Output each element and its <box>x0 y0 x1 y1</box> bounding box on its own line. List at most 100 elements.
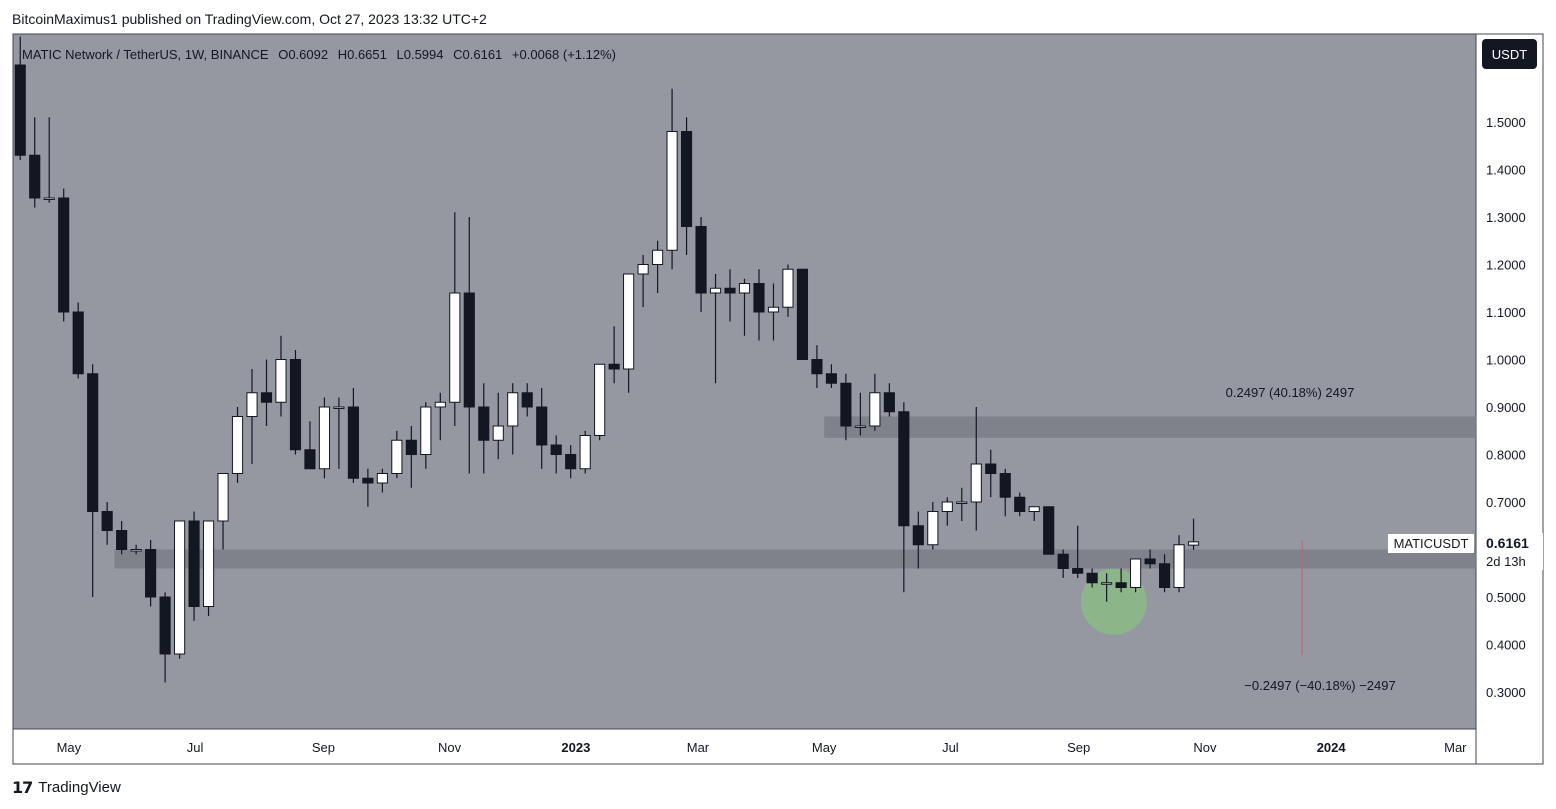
candle-64[interactable] <box>941 497 953 526</box>
candle-75[interactable] <box>1101 573 1113 602</box>
candle-17[interactable] <box>260 359 273 427</box>
candle-44[interactable] <box>652 240 664 293</box>
plot-area[interactable] <box>13 34 1476 729</box>
candle-77[interactable] <box>1130 558 1142 593</box>
candle-66[interactable] <box>970 407 982 531</box>
zone-0[interactable] <box>114 549 1477 569</box>
candle-62[interactable] <box>912 511 924 569</box>
currency-badge[interactable] <box>1482 39 1537 69</box>
candle-27[interactable] <box>405 426 417 488</box>
candle-61[interactable] <box>898 402 910 593</box>
candle-78[interactable] <box>1144 549 1156 569</box>
candle-30[interactable] <box>449 212 461 426</box>
candle-body <box>231 416 244 474</box>
candle-35[interactable] <box>521 383 533 417</box>
candle-32[interactable] <box>478 383 490 474</box>
candle-40[interactable] <box>594 363 606 441</box>
candle-50[interactable] <box>738 278 751 336</box>
candle-72[interactable] <box>1057 549 1069 579</box>
candle-12[interactable] <box>188 511 200 621</box>
candle-16[interactable] <box>246 369 258 464</box>
candle-0[interactable] <box>14 36 26 161</box>
candle-58[interactable] <box>854 392 866 436</box>
candle-body <box>753 283 765 313</box>
candle-2[interactable] <box>43 117 55 203</box>
candle-24[interactable] <box>362 468 374 507</box>
zone-1[interactable] <box>824 416 1476 438</box>
candle-14[interactable] <box>217 473 229 550</box>
candle-36[interactable] <box>536 388 548 469</box>
candle-70[interactable] <box>1028 506 1040 521</box>
candle-39[interactable] <box>579 430 591 474</box>
candle-body <box>811 359 823 375</box>
candle-13[interactable] <box>202 520 215 616</box>
candle-34[interactable] <box>507 383 519 455</box>
candle-49[interactable] <box>724 269 736 322</box>
candle-23[interactable] <box>347 388 359 483</box>
candle-63[interactable] <box>927 502 939 550</box>
candle-73[interactable] <box>1072 525 1084 578</box>
candle-body <box>536 406 548 446</box>
candle-56[interactable] <box>825 364 837 388</box>
candle-11[interactable] <box>174 520 186 659</box>
candle-29[interactable] <box>434 392 446 441</box>
candle-45[interactable] <box>666 88 678 270</box>
candle-60[interactable] <box>883 383 895 417</box>
candle-4[interactable] <box>72 302 84 379</box>
candle-57[interactable] <box>840 373 852 441</box>
candle-81[interactable] <box>1187 518 1200 550</box>
candle-1[interactable] <box>29 117 41 208</box>
candle-28[interactable] <box>420 402 432 469</box>
candle-69[interactable] <box>1014 492 1026 517</box>
price-axis[interactable] <box>1476 34 1543 764</box>
candle-15[interactable] <box>231 407 244 483</box>
candle-80[interactable] <box>1173 535 1185 593</box>
candle-48[interactable] <box>709 274 722 384</box>
tradingview-logo[interactable]: 17 TradingView <box>12 778 121 797</box>
candle-67[interactable] <box>985 449 997 498</box>
candle-19[interactable] <box>289 350 302 455</box>
price-tick-label: 1.1000 <box>1486 305 1526 320</box>
candle-71[interactable] <box>1043 506 1055 555</box>
candle-76[interactable] <box>1115 568 1127 593</box>
candle-25[interactable] <box>376 468 388 493</box>
candle-79[interactable] <box>1158 554 1171 593</box>
candle-9[interactable] <box>145 540 157 607</box>
candle-53[interactable] <box>782 264 794 317</box>
candle-51[interactable] <box>753 269 765 341</box>
candle-54[interactable] <box>796 268 809 360</box>
time-tick-label: Sep <box>1067 740 1090 755</box>
candle-22[interactable] <box>333 397 345 469</box>
candle-74[interactable] <box>1086 568 1098 588</box>
candle-47[interactable] <box>695 217 707 312</box>
candle-3[interactable] <box>58 188 70 322</box>
candle-6[interactable] <box>101 502 113 545</box>
time-axis[interactable] <box>13 729 1476 764</box>
candle-43[interactable] <box>637 255 649 308</box>
candle-46[interactable] <box>680 117 693 255</box>
candle-31[interactable] <box>463 217 475 474</box>
candle-55[interactable] <box>811 345 823 388</box>
candle-59[interactable] <box>869 373 881 431</box>
candle-65[interactable] <box>956 487 968 521</box>
candle-8[interactable] <box>130 544 142 555</box>
candle-41[interactable] <box>608 326 620 384</box>
candle-18[interactable] <box>275 335 287 417</box>
candle-20[interactable] <box>304 421 316 470</box>
symbol-title[interactable]: MATIC Network / TetherUS, 1W, BINANCE <box>22 47 269 62</box>
candle-10[interactable] <box>159 592 171 683</box>
candle-21[interactable] <box>318 397 331 479</box>
candle-38[interactable] <box>565 445 577 479</box>
candle-42[interactable] <box>623 273 635 393</box>
candle-37[interactable] <box>550 435 562 474</box>
price-tick-label: 1.5000 <box>1486 115 1526 130</box>
candle-26[interactable] <box>391 430 403 479</box>
candle-5[interactable] <box>87 364 99 597</box>
measure-lower-label: −0.2497 (−40.18%) −2497 <box>1244 678 1395 693</box>
candle-68[interactable] <box>999 468 1011 517</box>
candle-7[interactable] <box>116 521 128 555</box>
candle-52[interactable] <box>767 283 780 341</box>
candle-33[interactable] <box>492 392 504 460</box>
candle-body <box>1057 553 1069 569</box>
